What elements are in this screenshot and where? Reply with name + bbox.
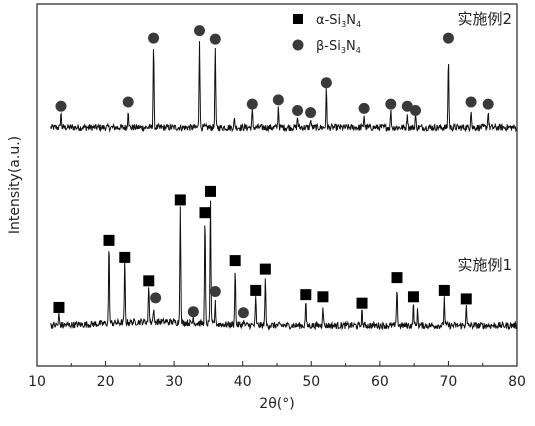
series-label-1: 实施例2 [457,10,512,28]
alpha-marker [143,275,154,286]
beta-marker [385,99,396,110]
beta-marker [210,286,221,297]
alpha-marker [260,264,271,275]
x-tick-label: 30 [165,374,183,390]
x-tick-label: 60 [371,374,389,390]
legend-label: β-Si3N4 [316,39,361,55]
beta-marker [56,101,67,112]
legend-alpha-icon [293,14,303,24]
beta-marker [238,307,249,318]
beta-marker [273,94,284,105]
beta-marker [466,96,477,107]
alpha-marker [230,255,241,266]
x-tick-label: 20 [97,374,115,390]
x-tick-label: 70 [440,374,458,390]
beta-marker [194,25,205,36]
series-line-2 [51,201,517,329]
x-tick-label: 40 [234,374,252,390]
legend-label: α-Si3N4 [316,13,361,29]
y-axis-label: Intensity(a.u.) [7,136,23,234]
legend-beta-icon [293,40,304,51]
series-line-1 [51,41,517,131]
x-tick-label: 80 [508,374,526,390]
alpha-marker [392,272,403,283]
x-axis-label: 2θ(°) [259,396,294,412]
beta-marker [247,99,258,110]
x-tick-label: 10 [28,374,46,390]
beta-marker [321,77,332,88]
alpha-marker [300,289,311,300]
alpha-marker [439,285,450,296]
alpha-marker [119,252,130,263]
beta-marker [150,292,161,303]
beta-marker [210,34,221,45]
alpha-marker [461,293,472,304]
beta-marker [443,33,454,44]
beta-marker [359,103,370,114]
alpha-marker [250,285,261,296]
beta-marker [305,107,316,118]
beta-marker [410,105,421,116]
beta-marker [188,306,199,317]
series-label-2: 实施例1 [457,256,512,274]
beta-marker [292,105,303,116]
x-tick-label: 50 [302,374,320,390]
alpha-marker [408,291,419,302]
beta-marker [123,96,134,107]
alpha-marker [104,235,115,246]
alpha-marker [205,186,216,197]
beta-marker [483,99,494,110]
alpha-marker [357,298,368,309]
alpha-marker [175,194,186,205]
alpha-marker [53,302,64,313]
alpha-marker [317,291,328,302]
beta-marker [148,33,159,44]
alpha-marker [200,207,211,218]
